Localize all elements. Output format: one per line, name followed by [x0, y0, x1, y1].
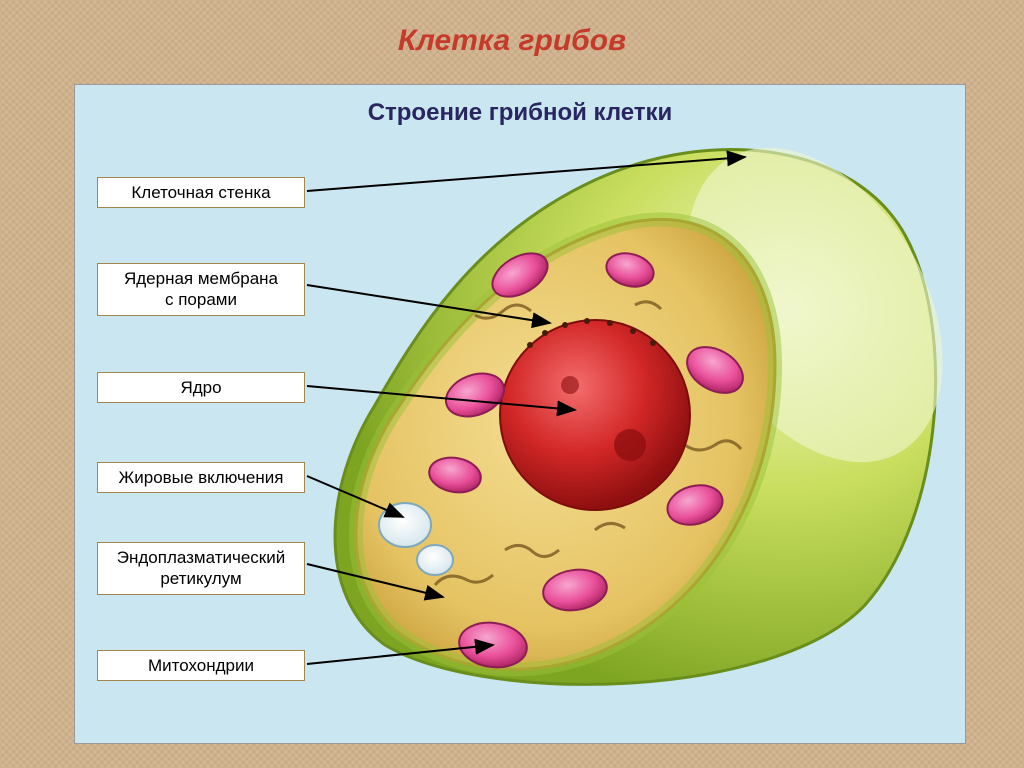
diagram-panel: Строение грибной клетки — [74, 84, 966, 744]
page-title: Клетка грибов — [0, 0, 1024, 58]
label-cell-wall: Клеточная стенка — [97, 177, 305, 208]
label-nuc-membrane: Ядерная мембрана с порами — [97, 263, 305, 316]
label-lipid: Жировые включения — [97, 462, 305, 493]
label-mito: Митохондрии — [97, 650, 305, 681]
label-nucleus: Ядро — [97, 372, 305, 403]
label-er: Эндоплазматический ретикулум — [97, 542, 305, 595]
